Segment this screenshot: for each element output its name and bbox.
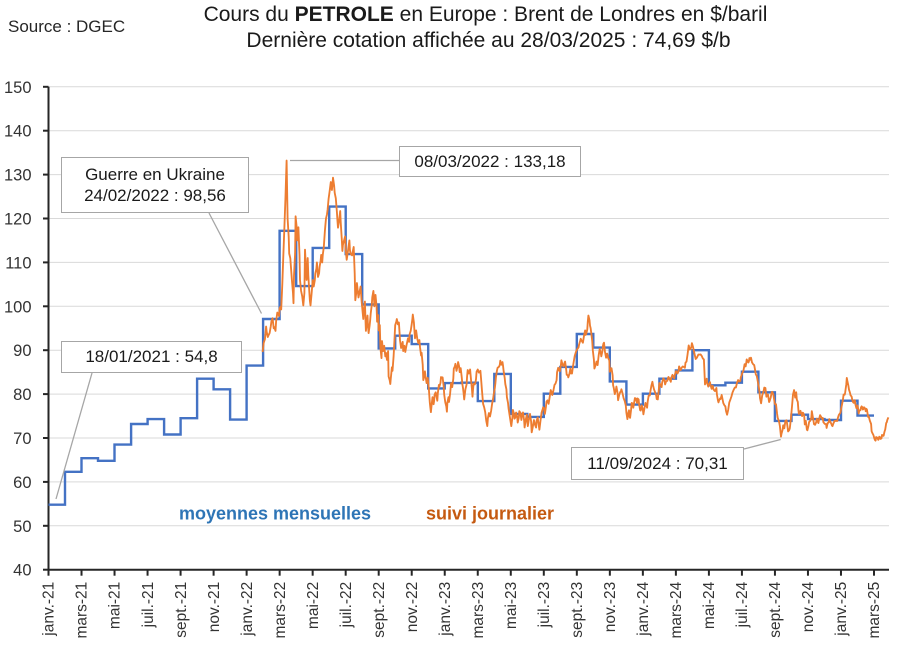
annotation-leader-line [208,212,263,314]
x-tick-label: mai-22 [305,582,322,629]
annotation-guerre-en-ukraine: Guerre en Ukraine 24/02/2022 : 98,56 [61,157,249,213]
x-tick-label: mars-22 [272,582,289,639]
x-tick-label: mai-23 [503,582,520,629]
annotation-18-01-2021: 18/01/2021 : 54,8 [61,341,242,373]
x-tick-label: nov.-23 [602,582,619,633]
y-tick-label: 60 [13,474,31,492]
y-tick-label: 40 [13,562,31,580]
daily-price-line [261,159,890,442]
y-tick-label: 70 [13,430,31,448]
y-tick-label: 140 [4,123,32,141]
x-tick-label: janv.-21 [41,582,58,637]
y-tick-label: 150 [4,79,32,97]
annotation-11-09-2024: 11/09/2024 : 70,31 [571,447,744,480]
x-tick-label: nov.-24 [800,581,817,632]
source-label: Source : DGEC [8,17,126,36]
x-tick-label: sept.-23 [569,582,586,638]
x-tick-label: sept.-22 [371,582,388,638]
x-tick-label: janv.-25 [833,582,850,637]
y-tick-label: 120 [4,211,32,229]
y-tick-label: 100 [4,298,32,316]
x-tick-label: sept.-24 [767,581,784,637]
y-tick-label: 80 [13,386,31,404]
x-tick-label: mai-21 [107,582,124,629]
x-tick-label: mars-25 [866,582,883,639]
chart-subtitle: Dernière cotation affichée au 28/03/2025… [246,29,731,52]
annotation-08-03-2022: 08/03/2022 : 133,18 [399,146,581,177]
y-tick-label: 90 [13,342,31,360]
x-tick-label: juil.-24 [734,581,751,628]
x-tick-label: juil.-21 [140,582,157,629]
x-tick-label: juil.-23 [536,582,553,629]
legend-daily-label: suivi journalier [425,503,555,524]
y-tick-label: 110 [5,254,31,272]
y-tick-label: 130 [4,167,32,185]
x-tick-label: nov.-21 [206,582,223,633]
legend-monthly-label: moyennes mensuelles [178,503,372,524]
x-tick-label: mai-24 [701,581,718,629]
x-tick-label: janv.-23 [437,582,454,637]
monthly-average-line [48,205,874,506]
chart-title: Cours du PETROLE en Europe : Brent de Lo… [203,3,768,26]
x-tick-label: mars-21 [74,582,91,639]
x-tick-label: janv.-24 [635,581,652,636]
x-tick-label: nov.-22 [404,582,421,633]
x-tick-label: mars-24 [668,581,685,638]
x-tick-label: juil.-22 [338,582,355,629]
x-tick-label: janv.-22 [239,582,256,637]
annotation-leader-line [743,438,781,450]
x-tick-label: sept.-21 [173,582,190,638]
y-tick-label: 50 [13,518,31,536]
annotation-leader-line [55,372,93,500]
x-tick-label: mars-23 [470,582,487,639]
